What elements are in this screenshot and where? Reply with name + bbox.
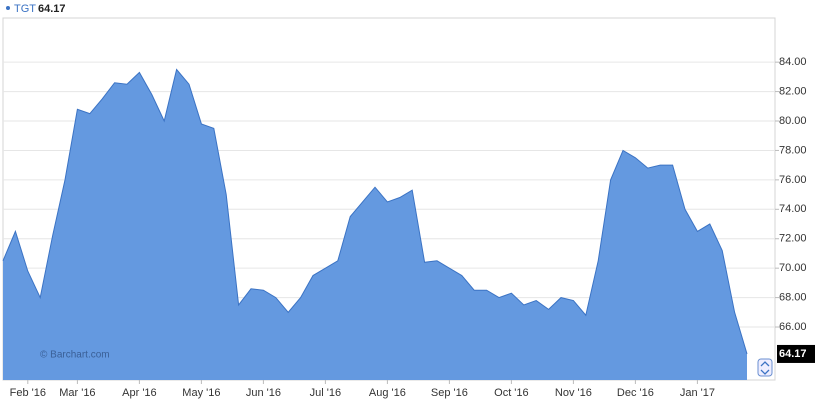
- last-price-box: [777, 344, 815, 363]
- x-tick-label: Apr '16: [122, 387, 157, 399]
- scroll-icon: [760, 361, 770, 375]
- y-tick-label: 72.00: [779, 233, 807, 245]
- y-tick-label: 68.00: [779, 291, 807, 303]
- legend-dot: [6, 6, 10, 10]
- area: [3, 69, 747, 381]
- legend-name: TGT: [14, 3, 36, 15]
- y-tick-label: 74.00: [779, 203, 807, 215]
- last-price-label: 64.17: [779, 348, 807, 360]
- x-tick-label: Aug '16: [369, 387, 406, 399]
- scroll-button: [757, 358, 773, 377]
- y-tick-label: 76.00: [779, 174, 807, 186]
- x-tick-label: Feb '16: [10, 387, 46, 399]
- y-tick-label: 70.00: [779, 262, 807, 274]
- x-tick-label: Jul '16: [310, 387, 341, 399]
- x-tick-label: Jun '16: [246, 387, 281, 399]
- watermark: © Barchart.com: [40, 350, 110, 361]
- y-tick-label: 84.00: [779, 56, 807, 68]
- y-tick-label: 80.00: [779, 115, 807, 127]
- x-tick-label: May '16: [182, 387, 220, 399]
- y-tick-label: 78.00: [779, 144, 807, 156]
- y-tick-label: 66.00: [779, 321, 807, 333]
- x-tick-label: Oct '16: [494, 387, 529, 399]
- x-tick-label: Sep '16: [431, 387, 468, 399]
- legend-value: 64.17: [38, 3, 66, 15]
- x-tick-label: Nov '16: [555, 387, 592, 399]
- y-tick-label: 82.00: [779, 85, 807, 97]
- x-tick-label: Dec '16: [617, 387, 654, 399]
- x-tick-label: Jan '17: [680, 387, 715, 399]
- x-tick-label: Mar '16: [59, 387, 95, 399]
- line: [2, 68, 748, 355]
